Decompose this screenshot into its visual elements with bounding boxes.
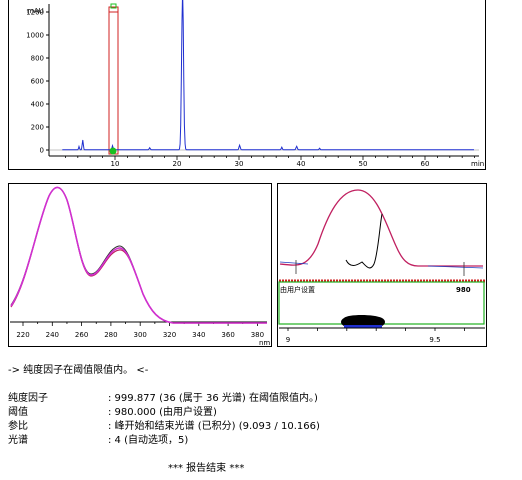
peak-start-marker[interactable] [109, 147, 117, 155]
spectrum-x-tick-label: 300 [134, 331, 147, 339]
purity-points-blue [344, 325, 382, 328]
x-tick-label: 10 [111, 160, 120, 168]
x-unit-label: min [471, 160, 484, 168]
y-tick-label: 600 [31, 78, 44, 86]
report-value-purity: : 999.877 (36 (属于 36 光谱) 在阈值限值内。) [108, 393, 318, 404]
threshold-value: 980 [456, 286, 471, 294]
report-label-threshold: 阈值 [8, 407, 28, 418]
purity-plot[interactable]: 由用户设置 980 99.510 [278, 184, 495, 346]
purity-ratio-curve [345, 213, 383, 269]
purity-curve-blue [279, 261, 484, 269]
x-tick-label: 20 [173, 160, 182, 168]
purity-panel[interactable]: 由用户设置 980 99.510 [277, 183, 495, 347]
chromatogram-trace [62, 0, 474, 151]
x-tick-label: 30 [235, 160, 244, 168]
spectrum-plot[interactable]: 220 240 260 280 300 320 340 360 380 nm [9, 184, 271, 347]
purity-curve-magenta [279, 189, 483, 267]
spectrum-x-tick-label: 380 [251, 331, 264, 339]
y-unit-label: mAU [27, 7, 44, 15]
purity-x-tick-label: 9 [286, 336, 290, 344]
purity-x-tick-label: 9.5 [429, 336, 440, 344]
spectrum-x-tick-label: 220 [16, 331, 29, 339]
purity-status-line: -> 纯度因子在阈值限值内。 <- [8, 365, 149, 376]
spectrum-x-tick-label: 360 [221, 331, 234, 339]
spectrum-curve-black [10, 187, 267, 324]
report-value-spectra: : 4 (自动选项，5) [108, 435, 189, 446]
chromatogram-panel[interactable]: mAU 0 200 400 600 800 1000 1200 10 20 30 40 50 60 m… [8, 0, 486, 170]
threshold-source-label: 由用户设置 [280, 285, 315, 294]
y-tick-label: 1200 [26, 9, 44, 17]
spectrum-curve-magenta [10, 186, 267, 324]
chromatogram-plot[interactable]: mAU 0 200 400 600 800 1000 1200 10 20 30 40 50 60 m… [9, 0, 485, 168]
spectrum-x-tick-label: 280 [104, 331, 117, 339]
x-tick-label: 40 [297, 160, 306, 168]
integration-window-box[interactable] [108, 6, 119, 155]
y-tick-label: 1000 [26, 32, 44, 40]
spectrum-x-tick-label: 240 [46, 331, 59, 339]
y-tick-label: 0 [40, 147, 44, 155]
purity-points [341, 315, 385, 329]
report-label-purity: 纯度因子 [8, 393, 48, 404]
report-value-threshold: : 980.000 (由用户设置) [108, 407, 217, 418]
spectrum-panel[interactable]: 220 240 260 280 300 320 340 360 380 nm [8, 183, 272, 347]
report-label-reference: 参比 [8, 421, 28, 432]
report-label-spectra: 光谱 [8, 435, 28, 446]
y-tick-label: 400 [31, 101, 44, 109]
y-tick-label: 200 [31, 124, 44, 132]
report-value-reference: : 峰开始和结束光谱 (已积分) (9.093 / 10.166) [108, 421, 320, 432]
report-end-line: *** 报告结束 *** [168, 463, 245, 474]
spectrum-x-unit: nm [259, 339, 270, 346]
spectrum-curve-red [10, 186, 267, 324]
y-tick-label: 800 [31, 55, 44, 63]
x-tick-label: 60 [421, 160, 430, 168]
spectrum-x-tick-label: 260 [75, 331, 88, 339]
spectrum-x-tick-label: 340 [192, 331, 205, 339]
spectrum-x-tick-label: 320 [163, 331, 176, 339]
x-tick-label: 50 [359, 160, 368, 168]
